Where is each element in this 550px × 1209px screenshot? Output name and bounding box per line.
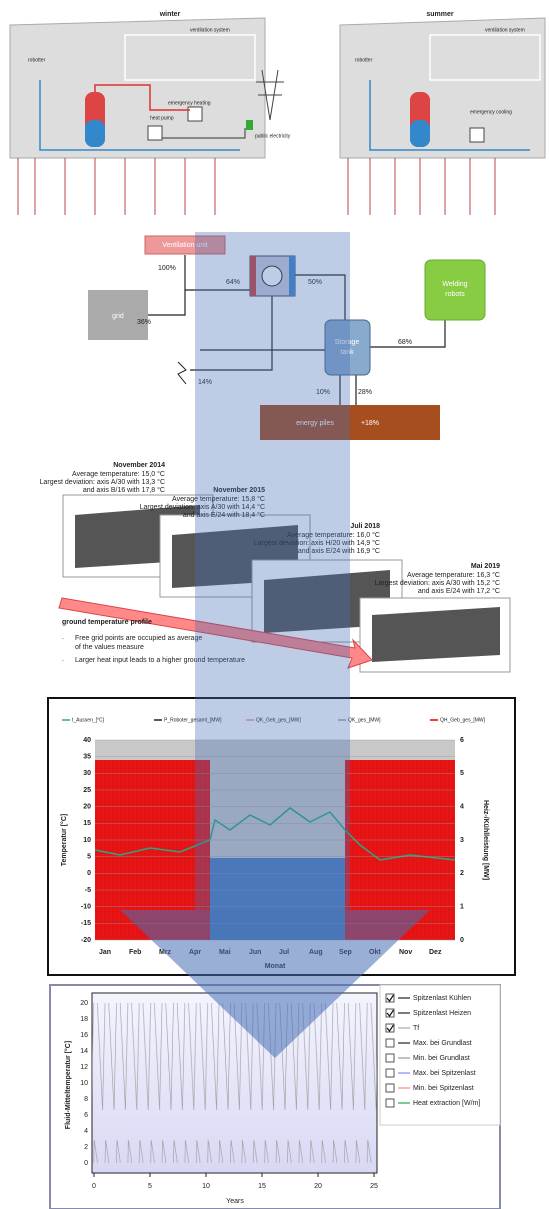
x-tick-label: 0 [92,1183,96,1190]
y-tick-label: 18 [80,1016,88,1023]
x-tick-label: Dez [429,949,442,956]
y2-tick-label: 5 [460,770,464,777]
share: 36% [137,319,151,326]
profile-line: and axis B/16 with 17,8 °C [83,486,165,494]
checkbox [386,1084,394,1092]
y-tick-label: 12 [80,1064,88,1071]
note-line: Free grid points are occupied as average [75,635,202,642]
y-tick-label: -5 [85,887,91,894]
label: ventilation system [485,27,525,33]
node-label: Welding [442,281,467,288]
label: robotter [355,57,373,63]
y2-axis-label: Heiz-/Kühlleistung [MW] [482,800,489,880]
y-tick-label: 15 [83,820,91,827]
winter-building: winter robotter ventilation system emerg… [10,11,291,215]
share: 100% [158,265,176,272]
y-tick-label: 35 [83,754,91,761]
y-tick-label: 30 [83,770,91,777]
legend-label: t_Aussen_[°C] [72,717,105,723]
label: heat pump [150,115,174,121]
y2-tick-label: 0 [460,937,464,944]
y-tick-label: 4 [84,1128,88,1135]
y2-tick-label: 4 [460,804,464,811]
profile-date: Juli 2018 [350,523,380,530]
note-line: of the values measure [75,644,144,651]
y-tick-label: 10 [80,1080,88,1087]
checkbox [386,1069,394,1077]
y-tick-label: 2 [84,1144,88,1151]
y-axis-label: Temperatur [°C] [60,814,68,866]
y-tick-label: 6 [84,1112,88,1119]
profile-date: Mai 2019 [471,563,500,570]
share: 28% [358,389,372,396]
profile-line: Largest deviation: axis A/30 with 13,3 °… [40,478,165,486]
x-tick-label: 15 [258,1183,266,1190]
summer-building: summer robotter ventilation system emerg… [340,11,545,215]
legend-label: Tf [413,1025,419,1032]
share: 68% [398,339,412,346]
legend-label: Min. bei Spitzenlast [413,1085,474,1092]
legend-label: Min. bei Grundlast [413,1055,470,1062]
x-tick-label: 25 [370,1183,378,1190]
profile-line: Average temperature: 16,3 °C [407,571,500,579]
y-tick-label: 20 [80,1000,88,1007]
y-tick-label: 0 [87,870,91,877]
y2-tick-label: 1 [460,904,464,911]
checkbox [386,1099,394,1107]
label: robotter [28,57,46,63]
legend-label: QK_ges_[MW] [348,717,381,723]
legend-label: Max. bei Spitzenlast [413,1070,476,1077]
profile-date: November 2014 [113,462,165,469]
label: ventilation system [190,27,230,33]
x-tick-label: Nov [399,949,412,956]
legend-label: QH_Geb_ges_[MW] [440,717,486,723]
season-title: summer [426,11,454,18]
x-tick-label: 5 [148,1183,152,1190]
node-label: +18% [361,420,379,427]
y2-tick-label: 6 [460,737,464,744]
profile-line: and axis E/24 with 17,2 °C [418,587,500,595]
y-tick-label: 25 [83,787,91,794]
label: emergency cooling [470,109,512,115]
checkbox [386,1054,394,1062]
y-tick-label: -20 [81,937,91,944]
y-tick-label: -10 [81,904,91,911]
y-tick-label: 0 [84,1160,88,1167]
y-tick-label: -15 [81,920,91,927]
y-tick-label: 20 [83,804,91,811]
legend-label: Heat extraction [W/m] [413,1100,480,1107]
bullet: - [62,635,64,641]
x-axis-label: Years [226,1198,244,1205]
note-title: ground temperature profile [62,619,152,626]
y2-tick-label: 2 [460,870,464,877]
y-tick-label: 10 [83,837,91,844]
x-tick-label: 10 [202,1183,210,1190]
bullet: - [62,657,64,663]
label: public electricity [255,133,291,139]
profile-card [360,598,510,672]
y-tick-label: 40 [83,737,91,744]
profile-line: Average temperature: 15,0 °C [72,470,165,478]
page: winter robotter ventilation system emerg… [0,0,550,1209]
legend-label: Spitzenlast Heizen [413,1010,471,1017]
x-tick-label: Feb [129,949,141,956]
y2-tick-label: 3 [460,837,464,844]
checkbox [386,1039,394,1047]
y-tick-label: 14 [80,1048,88,1055]
legend-label: Max. bei Grundlast [413,1040,472,1047]
season-title: winter [159,11,181,18]
y-tick-label: 5 [87,854,91,861]
x-tick-label: Jan [99,949,111,956]
node-label: robots [445,291,465,298]
profile-line: Largest deviation: axis A/30 with 15,2 °… [375,579,500,587]
y-tick-label: 16 [80,1032,88,1039]
legend-label: Spitzenlast Kühlen [413,995,471,1002]
x-tick-label: 20 [314,1183,322,1190]
y-axis-label: Fluid-Mitteltemperatur [°C] [64,1041,72,1129]
label: emergency heating [168,100,211,106]
node-label: grid [112,313,124,320]
y-tick-label: 8 [84,1096,88,1103]
